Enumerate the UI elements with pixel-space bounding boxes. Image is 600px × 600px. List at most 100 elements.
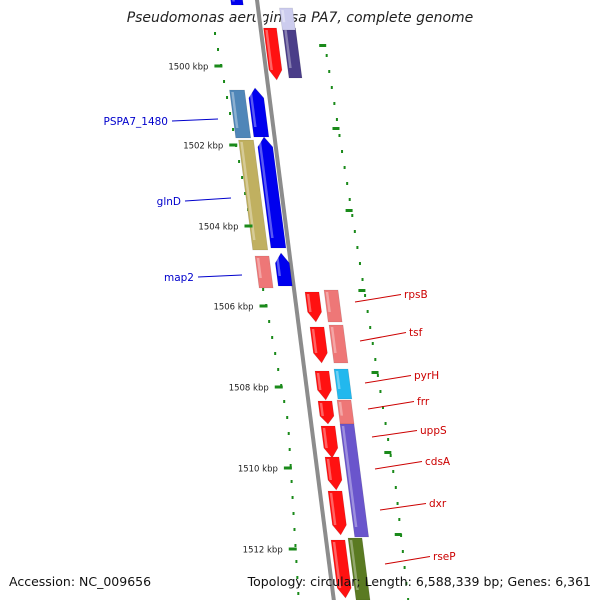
gene-red-highlight: [265, 30, 273, 70]
scale-dot: [335, 118, 338, 121]
scale-dot: [294, 544, 297, 547]
gene-pyrH: [333, 368, 353, 400]
gene-red-5-highlight: [322, 428, 328, 448]
scale-dot: [382, 406, 384, 409]
scale-dot: [384, 422, 387, 425]
scale-tick-label: 1510 kbp: [238, 465, 278, 475]
gene-frr-highlight: [338, 402, 344, 416]
scale-dot: [403, 566, 406, 569]
scale-dot: [379, 390, 382, 393]
scale-tick-mark: [259, 304, 268, 308]
topology-label: Topology: circular; Length: 6,588,339 bp…: [247, 574, 591, 589]
backbone: [252, 0, 338, 600]
gene-red-4: [317, 400, 335, 425]
scale-tick-mark: [288, 547, 297, 551]
scale-tick-mark: [358, 289, 366, 292]
scale-dot: [341, 150, 344, 153]
scale-dot: [392, 470, 395, 473]
gene-red-6: [324, 456, 343, 491]
backbone-line: [254, 0, 336, 600]
scale-dot: [401, 550, 404, 553]
scale-dot: [286, 416, 289, 419]
gene-red-5: [320, 425, 339, 459]
map-title: Pseudomonas aeruginosa PA7, complete gen…: [126, 10, 474, 26]
scale-tick-label: 1512 kbp: [243, 546, 283, 556]
gene-rseP-highlight: [349, 540, 359, 590]
gene-pyrH-highlight: [335, 371, 341, 389]
scale-dot: [369, 326, 372, 329]
scale-tick-label: 1506 kbp: [213, 303, 253, 313]
scale-dot: [292, 512, 295, 515]
scale-dot: [289, 464, 292, 467]
gene-label-leader: [364, 375, 412, 384]
scale-tick-mark: [274, 385, 283, 389]
scale-tick-mark: [371, 371, 379, 374]
scale-dot: [353, 230, 356, 233]
gene-red-8-highlight: [332, 542, 342, 588]
scale-dot: [229, 112, 232, 115]
gene-labels: PSPA7_1480 glnD map2 rpsB tsf pyrH frr uppS cdsA…: [104, 116, 456, 565]
scale-dot: [244, 192, 247, 195]
gene-red-2: [309, 326, 328, 364]
scale-dot: [351, 214, 354, 217]
gene-label-leader: [384, 556, 431, 565]
accession-label: Accession: NC_009656: [9, 574, 152, 589]
gene-rseP: [347, 537, 371, 600]
gene-label-pspa7_1480: PSPA7_1480: [104, 116, 169, 128]
scale-dot: [333, 102, 336, 105]
scale-dot: [396, 502, 399, 505]
scale-tick-mark: [319, 44, 327, 47]
scale-tick-mark: [384, 451, 392, 454]
gene-rpsB: [323, 289, 343, 323]
gene-pspa7-1480-highlight: [231, 92, 239, 128]
gene-label-cdsa: cdsA: [425, 456, 451, 468]
gene-blue-1-highlight: [249, 90, 257, 127]
scale-dot: [283, 400, 286, 403]
scale-ticks: 1500 kbp 1502 kbp 1504 kbp 1506 kbp 1508 kbp…: [168, 44, 402, 556]
scale-tick-mark: [345, 209, 353, 212]
scale-dot: [238, 160, 241, 163]
gene-glnD: [238, 139, 269, 251]
scale-dot: [293, 528, 296, 531]
gene-label-pyrh: pyrH: [414, 370, 439, 382]
scale-dot: [268, 320, 271, 323]
scale-dot: [295, 560, 298, 563]
scale-dot: [356, 246, 359, 249]
scale-dot: [343, 166, 346, 169]
gene-red-1-highlight: [306, 294, 312, 312]
gene-label-leader: [374, 461, 423, 470]
gene-label-upps: uppS: [420, 425, 447, 437]
gene-tsf-highlight: [330, 327, 337, 353]
scale-dot: [262, 288, 265, 291]
gene-dkpurple-highlight: [284, 30, 292, 68]
scale-dot: [241, 176, 244, 179]
gene-frr: [336, 399, 355, 425]
scale-dot: [371, 342, 374, 345]
scale-dot: [346, 182, 349, 185]
scale-dot: [358, 262, 361, 265]
scale-dot: [325, 54, 328, 57]
gene-map2-highlight: [256, 258, 262, 278]
gene-blue-1: [248, 87, 270, 138]
gene-label-leader: [359, 332, 407, 342]
scale-dot: [374, 358, 377, 361]
gene-red-4-highlight: [319, 403, 324, 416]
scale-dot: [405, 582, 408, 585]
gene-red-6-highlight: [326, 459, 332, 480]
gene-map2: [254, 255, 274, 289]
gene-label-leader: [379, 503, 427, 511]
gene-lavender: [279, 7, 296, 31]
gene-blue-3-highlight: [275, 255, 281, 276]
gene-label-leader: [367, 401, 415, 410]
gene-pspa7-1480: [229, 89, 252, 139]
scale-dots: [214, 32, 410, 600]
scale-dot: [338, 134, 341, 137]
scale-tick-label: 1508 kbp: [229, 384, 269, 394]
gene-label-glnd: glnD: [157, 196, 181, 208]
scale-dot: [271, 336, 274, 339]
gene-uppS-cdsA-highlight: [341, 426, 358, 527]
gene-label-leader: [197, 274, 243, 278]
scale-dot: [274, 352, 277, 355]
scale-tick-mark: [214, 64, 223, 68]
gene-tracks: [229, 0, 371, 600]
